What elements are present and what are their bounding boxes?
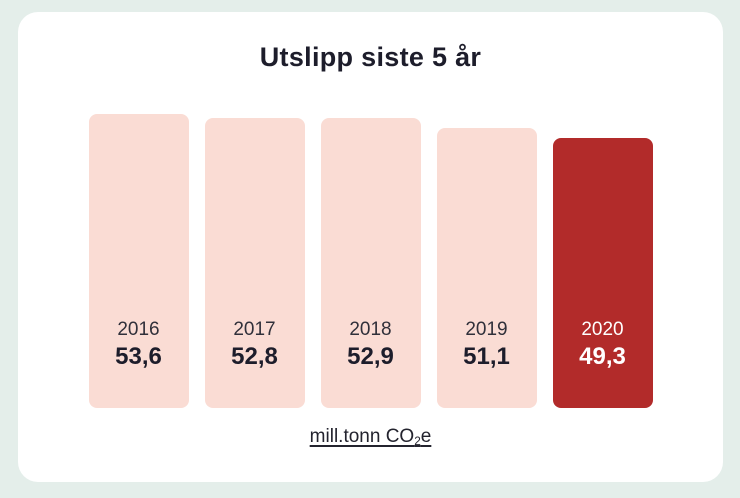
bar: 2018 52,9 [320, 118, 421, 408]
bar-value-label: 53,6 [115, 343, 162, 370]
unit-prefix: mill.tonn CO [309, 426, 415, 447]
bar: 2019 51,1 [436, 128, 537, 408]
unit-subscript: 2 [414, 434, 421, 448]
unit-label: mill.tonn CO2e [18, 426, 723, 448]
bar-year-label: 2016 [117, 319, 160, 341]
bar: 2020 49,3 [552, 138, 653, 408]
bar-value-label: 51,1 [463, 343, 510, 370]
bar: 2017 52,8 [204, 118, 305, 408]
bar-year-label: 2020 [581, 319, 624, 341]
bar-value-label: 49,3 [579, 343, 626, 370]
chart-title: Utslipp siste 5 år [259, 42, 482, 72]
bars-row: 2016 53,6 2017 52,8 2018 52,9 2019 51,1 … [18, 114, 723, 408]
bar-year-label: 2019 [465, 319, 508, 341]
bar-value-label: 52,9 [347, 343, 394, 370]
bar: 2016 53,6 [88, 114, 189, 408]
unit-suffix: e [420, 426, 432, 447]
bar-year-label: 2017 [233, 319, 276, 341]
unit-label-link[interactable]: mill.tonn CO2e [309, 426, 432, 448]
bar-year-label: 2018 [349, 319, 392, 341]
chart-card: Utslipp siste 5 år 2016 53,6 2017 52,8 2… [18, 12, 723, 482]
bar-value-label: 52,8 [231, 343, 278, 370]
